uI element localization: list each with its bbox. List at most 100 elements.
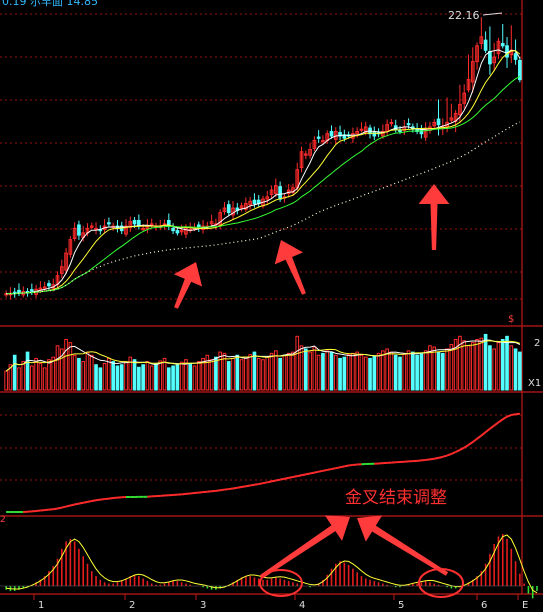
volume-bar: [132, 359, 137, 391]
volume-bar: [141, 364, 145, 391]
volume-bar: [325, 350, 330, 391]
indicator-segment: [254, 483, 259, 486]
indicator-segment: [292, 475, 298, 478]
volume-bar: [470, 342, 475, 391]
volume-bar: [398, 356, 402, 391]
volume-bar: [68, 342, 73, 391]
indicator-segment: [284, 476, 289, 480]
candle: [179, 230, 184, 233]
volume-bar: [154, 362, 158, 391]
indicator-segment: [249, 483, 255, 487]
indicator-segment: [484, 427, 491, 433]
candle: [252, 199, 257, 205]
volume-bar: [475, 338, 479, 391]
volume-bar: [368, 357, 372, 391]
indicator-segment: [463, 444, 470, 449]
volume-bar: [102, 362, 107, 391]
candlestick-panel: [4, 12, 522, 300]
indicator-segment: [425, 458, 431, 461]
candle: [42, 286, 47, 289]
indicator-segment: [275, 478, 281, 482]
grid-lines: [0, 0, 543, 595]
volume-bar: [316, 354, 321, 391]
indicator-segment: [467, 441, 474, 446]
x-tick-label: 4: [299, 600, 305, 611]
volume-bar: [496, 342, 501, 391]
volume-bar: [235, 354, 240, 391]
indicator-segment: [245, 484, 251, 488]
volume-bar: [256, 357, 261, 391]
candle: [141, 227, 145, 231]
candle: [393, 125, 398, 130]
volume-bar: [59, 348, 64, 391]
candle: [398, 129, 402, 133]
volume-bar: [252, 351, 257, 391]
volume-bar: [303, 348, 308, 391]
indicator-segment: [446, 452, 452, 457]
volume-bar: [72, 354, 77, 391]
volume-bar: [25, 351, 30, 391]
volume-bar: [21, 361, 26, 391]
indicator-segment: [100, 498, 105, 501]
x-tick-label: 6: [481, 600, 487, 611]
indicator-segment: [108, 497, 114, 500]
volume-bar: [158, 360, 163, 391]
volume-bar: [269, 352, 274, 391]
volume-bar: [483, 333, 488, 391]
volume-bar: [124, 361, 128, 391]
ma5-line: [6, 49, 521, 295]
volume-bar: [209, 359, 214, 391]
indicator-segment: [224, 488, 229, 491]
volume-bar: [488, 345, 492, 391]
indicator-segment: [267, 480, 272, 484]
candle: [171, 227, 175, 232]
volume-bar: [363, 356, 368, 391]
candle: [470, 61, 475, 83]
volume-bar: [402, 352, 407, 391]
volume-bar: [231, 357, 235, 391]
indicator-segment: [335, 466, 341, 470]
macd-signal-line: [6, 534, 538, 594]
indicator-segment: [258, 482, 264, 486]
candle: [149, 223, 154, 226]
candle: [68, 239, 73, 255]
volume-bar: [423, 350, 428, 391]
indicator-segment: [305, 472, 311, 476]
volume-bar: [389, 351, 394, 391]
indicator-segment: [220, 488, 225, 492]
indicator-segment: [301, 473, 307, 477]
indicator-segment: [61, 505, 67, 509]
volume-bar: [479, 337, 484, 391]
volume-bar: [321, 352, 325, 391]
indicator-segment: [314, 470, 319, 474]
buy-arrow-3: [418, 184, 450, 250]
volume-bar: [415, 354, 419, 391]
indicator-segment: [450, 451, 457, 455]
candle: [355, 130, 360, 135]
volume-bar: [393, 354, 398, 391]
indicator-segment: [95, 498, 101, 502]
volume-bar: [295, 335, 300, 391]
volume-bar: [419, 352, 424, 391]
volume-bar: [239, 359, 244, 391]
indicator-segment: [322, 468, 328, 472]
volume-bar: [55, 345, 60, 391]
x-tick-label: 3: [200, 600, 206, 611]
volume-bar: [85, 351, 90, 391]
indicator-segment: [53, 507, 58, 511]
volume-bar: [432, 346, 437, 391]
max-price-label: 22.16: [448, 9, 480, 22]
indicator-line-panel: [6, 412, 520, 513]
indicator-segment: [339, 465, 345, 469]
volume-bar: [192, 365, 197, 391]
indicator-segment: [480, 431, 487, 437]
volume-bar: [244, 356, 248, 391]
volume-bar: [278, 357, 282, 391]
volume-bar: [458, 335, 462, 391]
candle: [274, 185, 278, 194]
indicator-segment: [493, 421, 500, 427]
indicator-segment: [74, 502, 80, 506]
indicator-segment: [215, 489, 221, 492]
volume-bar: [226, 361, 231, 391]
volume-bar: [149, 365, 154, 391]
